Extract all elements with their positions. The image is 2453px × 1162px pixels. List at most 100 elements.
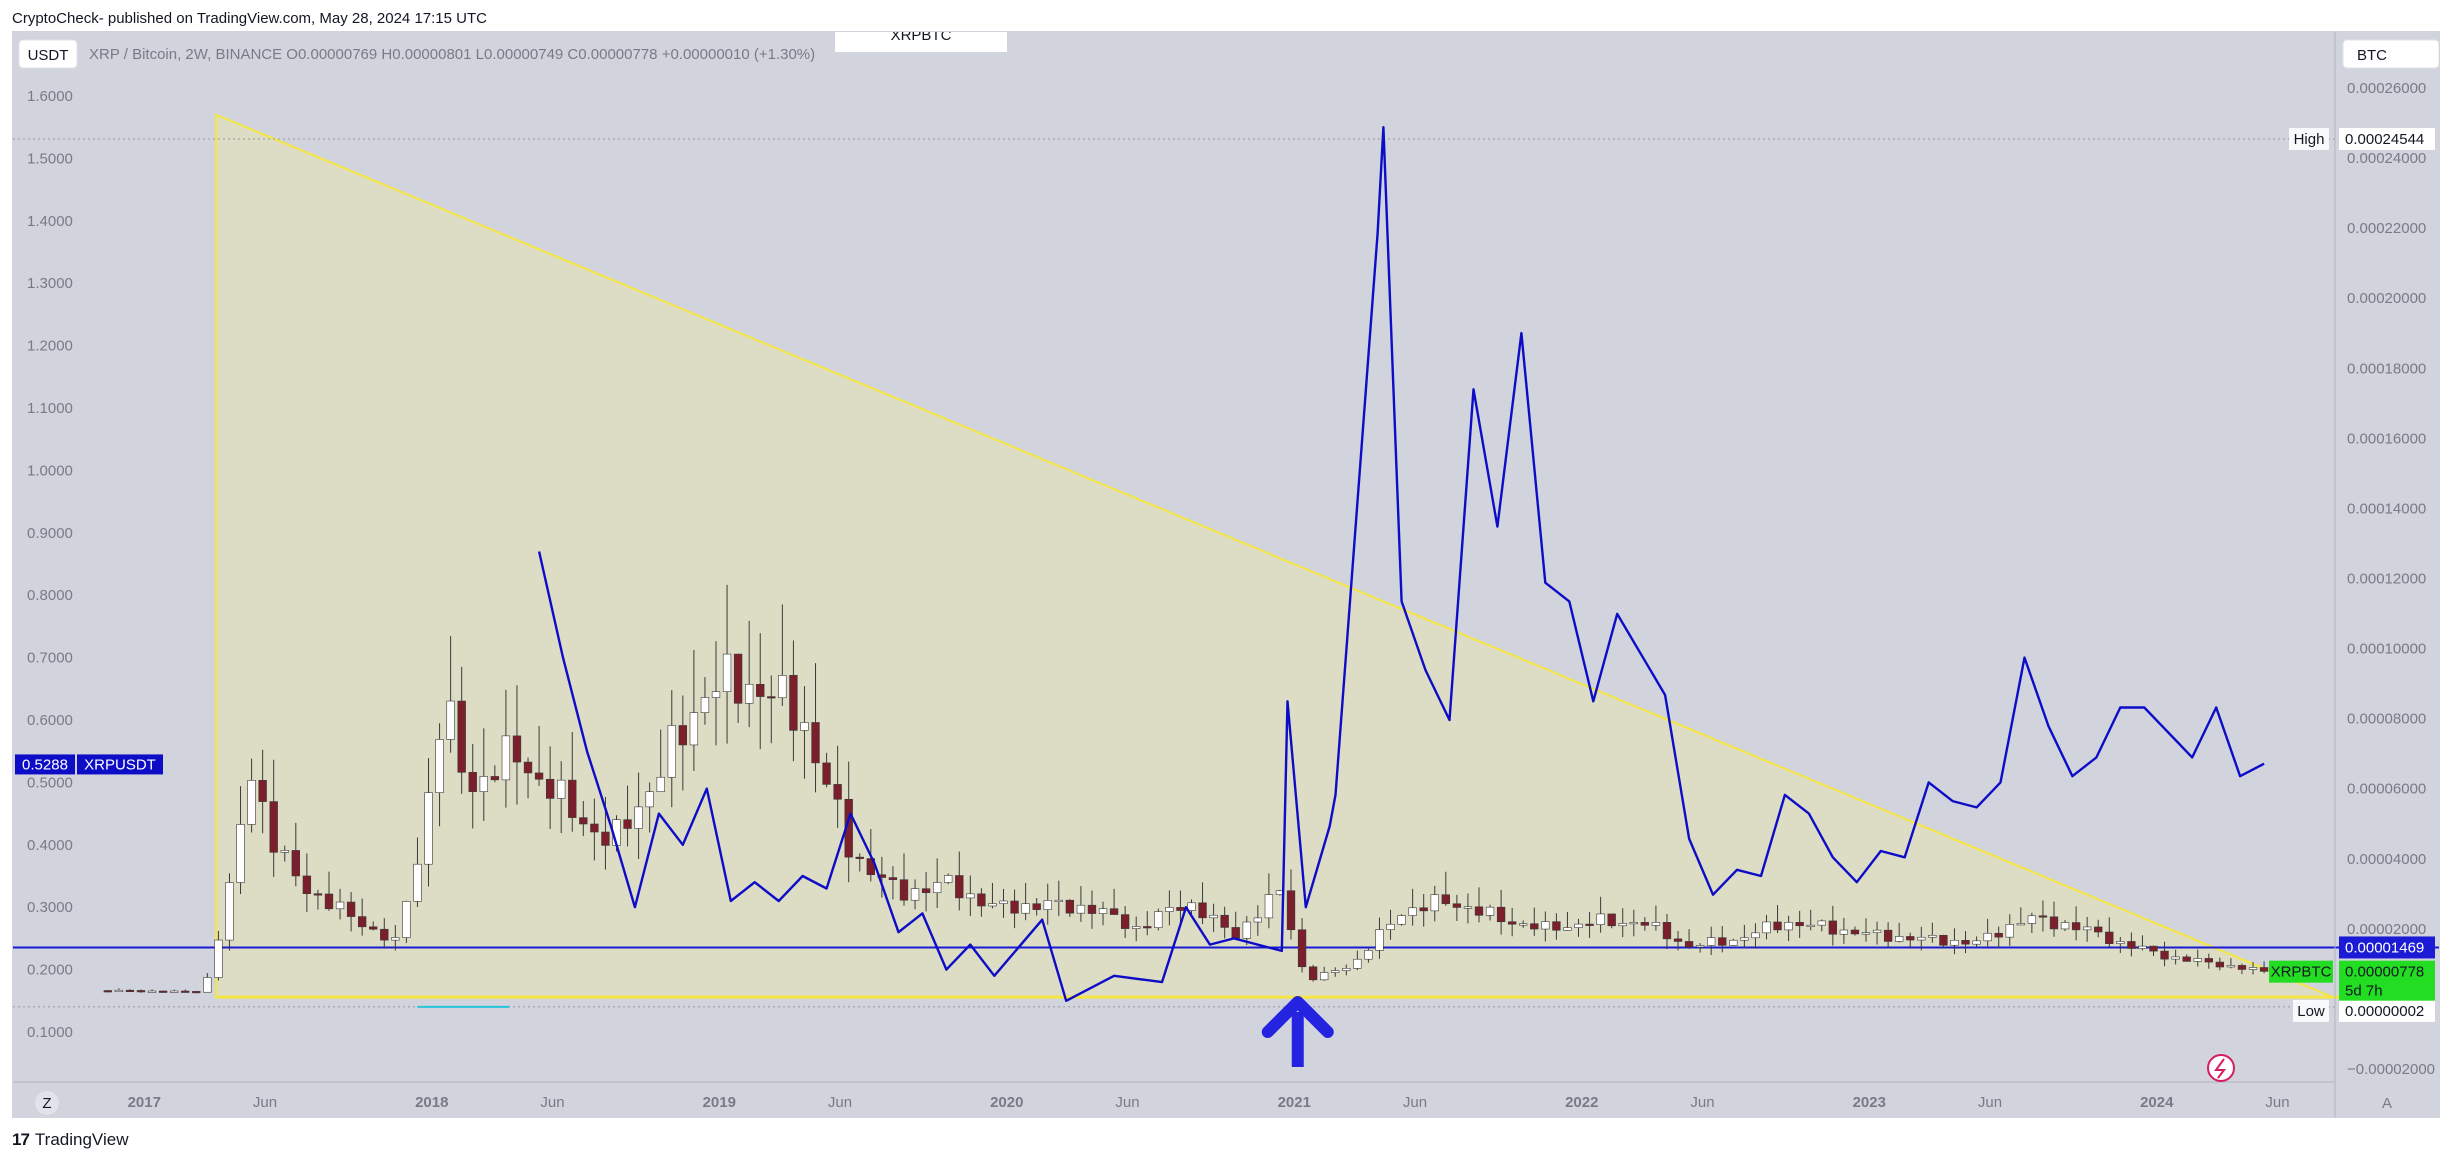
high-value: 0.00024544 (2345, 131, 2424, 148)
candle-body (2082, 926, 2092, 931)
candle-body (899, 879, 909, 901)
usdt-currency-button[interactable] (18, 39, 78, 69)
candle-body (1209, 914, 1218, 919)
support-value-bg (2339, 936, 2435, 959)
candle-body (446, 700, 455, 740)
candle-body (1220, 914, 1229, 928)
candle-body (634, 806, 643, 829)
candle-body (1950, 939, 1959, 946)
candle-body (1607, 913, 1616, 927)
candle-body (590, 823, 599, 833)
z-button-label: Z (42, 1095, 51, 1112)
candle-body (1773, 921, 1782, 931)
chart-frame[interactable]: 0.00026000 0.00024000 0.00022000 0.00020000… (12, 31, 2440, 1118)
candle-body (369, 926, 378, 930)
footer-brand: 17 TradingView (12, 1130, 128, 1150)
candle-body (888, 877, 898, 881)
candle-body (1762, 921, 1771, 934)
lightning-icon[interactable] (2207, 1054, 2235, 1082)
right-axis-tick: 0.00008000 (2347, 711, 2426, 728)
candle-body (700, 697, 710, 713)
candle-body (2071, 922, 2081, 931)
candle-body (1740, 937, 1749, 941)
candle-body (722, 653, 732, 692)
candle-body (932, 882, 942, 894)
candle-body (988, 903, 997, 907)
time-axis-tick: 2023 (1853, 1094, 1886, 1111)
candle-body (1386, 923, 1395, 930)
candle-body (1342, 968, 1351, 971)
candle-body (2060, 922, 2070, 930)
candle-body (1375, 929, 1384, 951)
candle-body (855, 856, 864, 859)
candle-body (170, 990, 179, 993)
candle-body (1629, 922, 1638, 925)
candle-body (1707, 937, 1716, 946)
candle-body (2027, 915, 2037, 924)
candle-body (302, 875, 312, 894)
legend-part: 0.00000769 (298, 46, 381, 63)
right-axis-tick: 0.00024000 (2347, 150, 2426, 167)
candle-body (999, 900, 1008, 904)
time-axis-tick: 2022 (1565, 1094, 1598, 1111)
low-tag: Low (2297, 1003, 2325, 1020)
candle-body (1043, 900, 1052, 910)
candle-body (1132, 926, 1141, 929)
time-axis-tick: 2020 (990, 1094, 1023, 1111)
chart-title: XRPBTC (891, 32, 952, 44)
candle-body (1065, 899, 1075, 914)
a-button[interactable]: A (2382, 1095, 2392, 1112)
candle-body (534, 772, 544, 780)
candle-body (1751, 932, 1760, 939)
candle-body (2038, 915, 2048, 918)
chart-canvas[interactable]: 0.00026000 0.00024000 0.00022000 0.00020000… (13, 32, 2439, 1117)
candle-body (1452, 903, 1462, 908)
candle-body (711, 691, 721, 698)
candle-body (413, 863, 422, 902)
candle-body (424, 792, 433, 865)
candle-body (2259, 967, 2269, 972)
left-axis-tick: 1.2000 (27, 338, 73, 355)
xrpusdt-line (537, 126, 2265, 1002)
candle-body (1817, 920, 1826, 926)
btc-currency-button[interactable] (2342, 39, 2439, 69)
candle-body (1563, 927, 1572, 931)
time-axis-tick: 2024 (2140, 1094, 2174, 1111)
left-symbol-tag: XRPUSDT (84, 756, 156, 773)
candle-body (490, 776, 500, 781)
left-axis-tick: 0.8000 (27, 587, 73, 604)
candle-body (523, 761, 533, 774)
candle-body (147, 990, 157, 993)
candle-body (656, 776, 665, 792)
time-axis-tick: 2017 (128, 1094, 161, 1111)
last-value: 0.00000778 (2345, 964, 2424, 981)
high-tag: High (2294, 131, 2325, 148)
candle-body (1883, 929, 1893, 942)
candle-body (380, 928, 389, 941)
candle-body (1541, 921, 1550, 930)
right-axis-tick: 0.00004000 (2347, 851, 2426, 868)
legend-part: 0.00000801 (392, 46, 475, 63)
z-button[interactable] (35, 1091, 59, 1115)
candle-body (1994, 932, 2003, 938)
candle-body (756, 683, 765, 697)
candle-body (1596, 913, 1605, 925)
chart-title-box (835, 32, 1007, 52)
candle-body (1253, 917, 1263, 923)
candle-body (1120, 914, 1130, 929)
candle-body (1109, 908, 1119, 915)
publisher-header: CryptoCheck- published on TradingView.co… (12, 10, 487, 27)
legend-part: 0.00000778 (578, 46, 661, 63)
candle-body (1507, 921, 1517, 925)
candle-body (479, 776, 488, 792)
candle-body (1010, 900, 1019, 914)
candle-body (214, 939, 223, 978)
right-axis-tick: 0.00026000 (2347, 80, 2426, 97)
left-axis-tick: 0.2000 (27, 962, 73, 979)
time-axis-tick: Jun (253, 1094, 277, 1111)
candle-body (822, 762, 831, 785)
left-axis-tick: 1.5000 (27, 150, 73, 167)
candle-body (1165, 907, 1174, 912)
candle-body (1286, 890, 1296, 931)
left-value-bg (15, 754, 75, 775)
